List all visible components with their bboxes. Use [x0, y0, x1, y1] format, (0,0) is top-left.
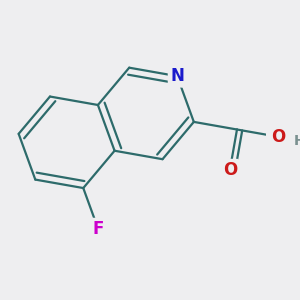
Text: N: N [170, 67, 184, 85]
Text: H: H [293, 134, 300, 148]
Text: F: F [93, 220, 104, 238]
Text: O: O [223, 161, 237, 179]
Text: O: O [271, 128, 285, 146]
